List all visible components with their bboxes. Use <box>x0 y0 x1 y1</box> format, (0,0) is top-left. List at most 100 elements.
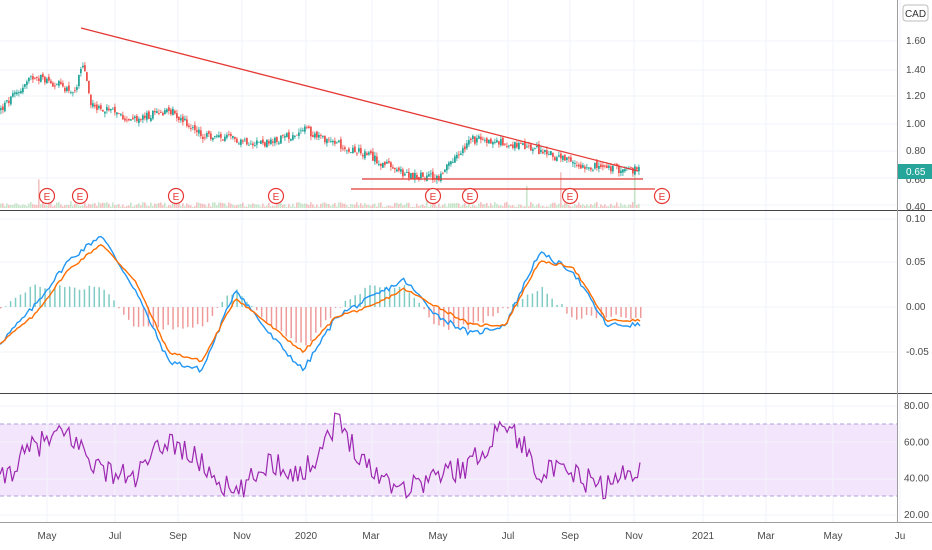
earnings-marker[interactable]: E <box>561 187 579 205</box>
rsi-axis[interactable]: 80.00 60.00 40.00 20.00 <box>904 401 929 521</box>
candle[interactable] <box>32 76 34 80</box>
candle[interactable] <box>94 104 96 107</box>
candle[interactable] <box>210 133 212 140</box>
candle[interactable] <box>566 157 568 160</box>
candle[interactable] <box>222 139 224 141</box>
candle[interactable] <box>88 80 90 94</box>
candle[interactable] <box>334 140 336 144</box>
candle[interactable] <box>232 135 234 138</box>
candle[interactable] <box>16 92 18 95</box>
candle[interactable] <box>316 131 318 138</box>
candle[interactable] <box>458 154 460 156</box>
candle[interactable] <box>216 135 218 137</box>
candle[interactable] <box>494 141 496 143</box>
candle[interactable] <box>312 135 314 137</box>
candle[interactable] <box>376 156 378 164</box>
candle[interactable] <box>224 136 226 141</box>
candle[interactable] <box>274 137 276 144</box>
earnings-marker[interactable]: E <box>71 187 89 205</box>
candle[interactable] <box>392 167 394 169</box>
candle[interactable] <box>256 140 258 145</box>
candle[interactable] <box>344 147 346 150</box>
candle[interactable] <box>492 142 494 145</box>
candle[interactable] <box>226 134 228 138</box>
candle[interactable] <box>384 161 386 165</box>
candle[interactable] <box>268 140 270 144</box>
candle[interactable] <box>162 112 164 116</box>
candle[interactable] <box>394 167 396 170</box>
candle[interactable] <box>358 148 360 152</box>
candle[interactable] <box>436 175 438 180</box>
candle[interactable] <box>324 135 326 143</box>
candle[interactable] <box>406 172 408 173</box>
candle[interactable] <box>382 162 384 168</box>
candle[interactable] <box>98 106 100 109</box>
candle[interactable] <box>194 125 196 131</box>
candle[interactable] <box>360 148 362 154</box>
candle[interactable] <box>620 170 622 173</box>
earnings-marker[interactable]: E <box>653 187 671 205</box>
candle[interactable] <box>320 135 322 136</box>
candle[interactable] <box>260 140 262 144</box>
candle[interactable] <box>220 134 222 138</box>
candle[interactable] <box>54 85 56 87</box>
candle[interactable] <box>290 139 292 141</box>
candle[interactable] <box>78 74 80 87</box>
candle[interactable] <box>432 171 434 181</box>
candle[interactable] <box>18 92 20 93</box>
candle[interactable] <box>136 115 138 122</box>
candle[interactable] <box>86 72 88 81</box>
candle[interactable] <box>68 85 70 91</box>
candle[interactable] <box>610 166 612 172</box>
candle[interactable] <box>524 141 526 150</box>
candle[interactable] <box>428 174 430 177</box>
candle[interactable] <box>190 128 192 129</box>
candle[interactable] <box>76 87 78 90</box>
candle[interactable] <box>96 104 98 111</box>
candle[interactable] <box>362 154 364 157</box>
candle[interactable] <box>22 87 24 93</box>
candle[interactable] <box>104 111 106 114</box>
candle[interactable] <box>188 125 190 128</box>
macd-pane[interactable] <box>0 211 897 393</box>
candle[interactable] <box>602 165 604 168</box>
candle[interactable] <box>38 78 40 81</box>
candle[interactable] <box>132 117 134 120</box>
candle[interactable] <box>396 169 398 172</box>
candle[interactable] <box>230 133 232 136</box>
candle[interactable] <box>530 144 532 151</box>
candle[interactable] <box>150 118 152 121</box>
candle[interactable] <box>208 131 210 134</box>
candle[interactable] <box>488 139 490 144</box>
candle[interactable] <box>8 100 10 104</box>
candle[interactable] <box>632 167 634 174</box>
candle[interactable] <box>100 105 102 109</box>
candle[interactable] <box>326 139 328 144</box>
candle[interactable] <box>404 173 406 176</box>
candle[interactable] <box>206 133 208 137</box>
candle[interactable] <box>318 134 320 138</box>
candle[interactable] <box>126 119 128 121</box>
candle[interactable] <box>28 77 30 82</box>
candle[interactable] <box>616 163 618 166</box>
candle[interactable] <box>62 83 64 87</box>
candle[interactable] <box>228 134 230 135</box>
candle[interactable] <box>366 153 368 155</box>
candle[interactable] <box>172 108 174 115</box>
candle[interactable] <box>444 169 446 172</box>
candle[interactable] <box>198 129 200 134</box>
candle[interactable] <box>250 143 252 145</box>
time-axis[interactable]: May Jul Sep Nov 2020 Mar May Jul Sep Nov 2021 Mar Ma… <box>38 531 906 542</box>
candle[interactable] <box>440 173 442 182</box>
candle[interactable] <box>484 139 486 141</box>
candle[interactable] <box>276 137 278 142</box>
candle[interactable] <box>420 172 422 179</box>
candle[interactable] <box>218 135 220 138</box>
candle[interactable] <box>534 147 536 149</box>
candle[interactable] <box>12 93 14 97</box>
candle[interactable] <box>106 107 108 111</box>
candle[interactable] <box>108 108 110 111</box>
candle[interactable] <box>322 136 324 138</box>
candle[interactable] <box>638 167 640 172</box>
